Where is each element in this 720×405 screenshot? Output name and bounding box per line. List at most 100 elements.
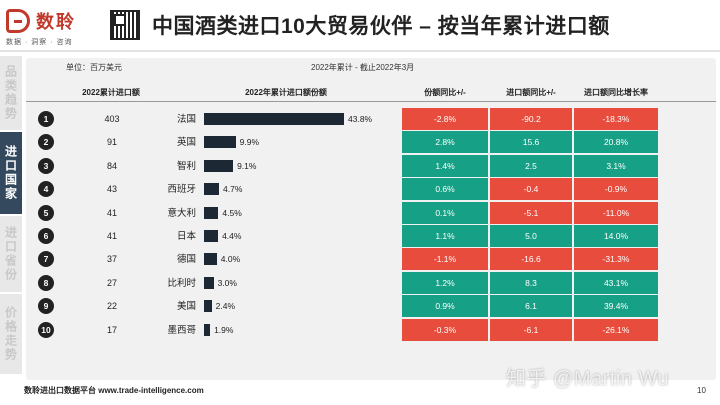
sidebar-item-label: 品类趋势: [3, 65, 18, 121]
qr-code-icon: [110, 10, 140, 40]
imports-value: 43: [106, 184, 117, 195]
import-partners-table: 单位：百万美元 2022年累计 - 截止2022年3月 2022累计进口额 20…: [26, 58, 716, 380]
brand-logo: 数聆 数据 · 洞察 · 咨询: [4, 6, 140, 46]
imports-value: 91: [106, 137, 117, 148]
share-yoy-cell: 2.8%: [402, 131, 488, 154]
sidebar-item-price-trend[interactable]: 价格走势: [0, 294, 22, 376]
share-yoy-cell: 1.2%: [402, 271, 488, 294]
brand-name: 数聆: [36, 12, 76, 32]
imports-value: 84: [106, 160, 117, 171]
imports-value: 22: [106, 301, 117, 312]
share-yoy-cell: 1.1%: [402, 225, 488, 247]
share-label: 3.0%: [217, 277, 237, 288]
brand-logo-icon: [6, 9, 30, 33]
sidebar: 品类趋势 进口国家 进口省份 价格走势: [0, 56, 22, 376]
value-yoy-cell: -0.4: [490, 178, 572, 201]
growth-yoy-cell: -18.3%: [574, 108, 658, 130]
sidebar-item-category-trend[interactable]: 品类趋势: [0, 56, 22, 132]
period-label: 2022年累计 - 截止2022年3月: [311, 63, 415, 72]
country-name: 比利时: [167, 277, 196, 289]
share-yoy-cell: 0.6%: [402, 178, 488, 201]
value-yoy-cell: 2.5: [490, 154, 572, 177]
column-header-value-yoy: 进口额同比+/-: [506, 88, 556, 97]
share-bar: [204, 113, 344, 125]
share-label: 4.4%: [222, 231, 242, 241]
column-header-imports: 2022累计进口额: [82, 88, 140, 97]
growth-yoy-cell: -31.3%: [574, 248, 658, 271]
share-bar: [204, 136, 236, 149]
share-label: 9.1%: [237, 160, 257, 171]
growth-yoy-cell: -0.9%: [574, 178, 658, 201]
country-name: 日本: [176, 231, 196, 242]
rank-badge: 1: [38, 111, 54, 127]
share-yoy-cell: 1.4%: [402, 154, 488, 177]
imports-value: 37: [106, 254, 117, 265]
table-row: 4 43 西班牙 4.7% 0.6% -0.4 -0.9%: [26, 178, 716, 201]
share-yoy-cell: -2.8%: [402, 108, 488, 130]
table-row: 1 403 法国 43.8% -2.8% -90.2 -18.3%: [26, 108, 716, 131]
sidebar-item-import-provinces[interactable]: 进口省份: [0, 216, 22, 294]
rank-badge: 9: [38, 298, 54, 315]
country-name: 英国: [176, 137, 196, 149]
growth-yoy-cell: 20.8%: [574, 131, 658, 154]
page-title: 中国酒类进口10大贸易伙伴 – 按当年累计进口额: [152, 15, 610, 38]
value-yoy-cell: 6.1: [490, 295, 572, 318]
rank-badge: 10: [38, 321, 54, 338]
table-row: 3 84 智利 9.1% 1.4% 2.5 3.1%: [26, 154, 716, 178]
table-row: 2 91 英国 9.9% 2.8% 15.6 20.8%: [26, 131, 716, 154]
share-bar: [204, 323, 211, 336]
value-yoy-cell: -6.1: [490, 318, 572, 341]
rank-badge: 5: [38, 204, 54, 221]
country-name: 西班牙: [167, 184, 196, 196]
share-label: 2.4%: [215, 301, 236, 312]
rank-badge: 4: [38, 181, 54, 198]
brand-tagline: 数据 · 洞察 · 咨询: [6, 39, 73, 46]
share-bar: [204, 159, 234, 172]
table-row: 8 27 比利时 3.0% 1.2% 8.3 43.1%: [26, 271, 716, 295]
watermark: 知乎 @Martin Wu: [506, 368, 670, 390]
country-name: 智利: [176, 160, 196, 172]
country-name: 意大利: [167, 207, 196, 219]
rank-badge: 7: [38, 251, 54, 268]
unit-label: 单位：百万美元: [66, 63, 122, 72]
header-divider: [0, 50, 720, 52]
share-yoy-cell: 0.1%: [402, 201, 488, 224]
imports-value: 41: [106, 207, 117, 218]
table-row: 10 17 墨西哥 1.9% -0.3% -6.1 -26.1%: [26, 318, 716, 342]
growth-yoy-cell: 3.1%: [574, 154, 658, 177]
share-yoy-cell: -0.3%: [402, 318, 488, 341]
country-name: 美国: [176, 301, 196, 313]
share-bar: [204, 230, 219, 242]
share-label: 43.8%: [348, 114, 373, 124]
sidebar-item-label: 进口省份: [3, 226, 18, 282]
rank-badge: 2: [38, 134, 54, 151]
page-number: 10: [697, 386, 706, 395]
value-yoy-cell: 8.3: [490, 271, 572, 294]
share-bar: [204, 253, 217, 266]
country-name: 法国: [176, 114, 196, 125]
imports-value: 403: [104, 114, 120, 124]
share-bar: [204, 276, 214, 289]
growth-yoy-cell: -11.0%: [574, 201, 658, 224]
share-label: 4.0%: [220, 254, 241, 265]
growth-yoy-cell: 14.0%: [574, 225, 658, 247]
share-bar: [204, 183, 220, 196]
table-row: 6 41 日本 4.4% 1.1% 5.0 14.0%: [26, 225, 716, 248]
rank-badge: 3: [38, 157, 54, 174]
growth-yoy-cell: -26.1%: [574, 318, 658, 341]
share-bar: [204, 300, 212, 313]
column-header-share-yoy: 份额同比+/-: [424, 88, 466, 97]
share-yoy-cell: -1.1%: [402, 248, 488, 271]
sidebar-item-import-countries[interactable]: 进口国家: [0, 132, 22, 216]
sidebar-item-label: 进口国家: [3, 145, 18, 201]
value-yoy-cell: 5.0: [490, 225, 572, 247]
rank-badge: 8: [38, 274, 54, 291]
column-header-share: 2022年累计进口额份额: [245, 88, 327, 97]
value-yoy-cell: 15.6: [490, 131, 572, 154]
imports-value: 17: [106, 324, 117, 335]
share-bar: [204, 206, 219, 219]
share-label: 9.9%: [239, 137, 260, 148]
column-header-growth-yoy: 进口额同比增长率: [584, 88, 648, 97]
value-yoy-cell: -5.1: [490, 201, 572, 224]
sidebar-item-label: 价格走势: [3, 306, 18, 362]
